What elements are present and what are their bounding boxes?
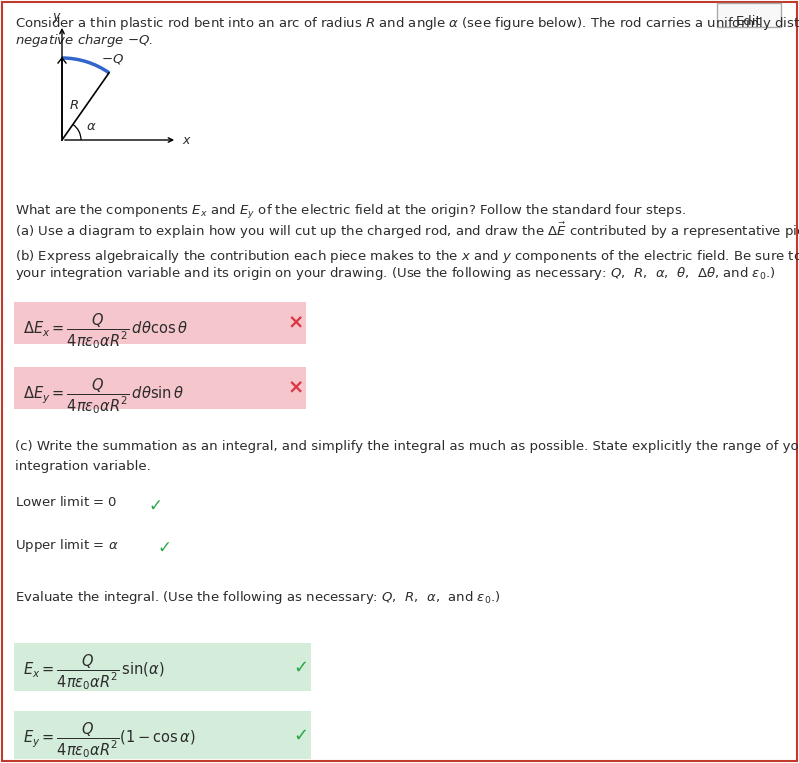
Text: (a) Use a diagram to explain how you will cut up the charged rod, and draw the $: (a) Use a diagram to explain how you wil… bbox=[15, 221, 799, 241]
Text: $x$: $x$ bbox=[182, 134, 192, 146]
Text: $R$: $R$ bbox=[69, 98, 78, 111]
Text: $y$: $y$ bbox=[52, 11, 62, 25]
Text: $-Q$: $-Q$ bbox=[101, 52, 124, 66]
Text: $\checkmark$: $\checkmark$ bbox=[293, 726, 307, 744]
Text: Edit: Edit bbox=[736, 15, 762, 28]
FancyBboxPatch shape bbox=[14, 711, 311, 759]
Text: Consider a thin plastic rod bent into an arc of radius $R$ and angle $\alpha$ (s: Consider a thin plastic rod bent into an… bbox=[15, 15, 799, 32]
FancyBboxPatch shape bbox=[14, 302, 306, 344]
Text: Lower limit = $0$: Lower limit = $0$ bbox=[15, 495, 117, 509]
Text: $E_x = \dfrac{Q}{4\pi\varepsilon_0\alpha R^2}\,\sin(\alpha)$: $E_x = \dfrac{Q}{4\pi\varepsilon_0\alpha… bbox=[23, 652, 165, 692]
Text: What are the components $E_x$ and $E_y$ of the electric field at the origin? Fol: What are the components $E_x$ and $E_y$ … bbox=[15, 203, 686, 221]
Text: (c) Write the summation as an integral, and simplify the integral as much as pos: (c) Write the summation as an integral, … bbox=[15, 440, 799, 453]
Text: $\alpha$: $\alpha$ bbox=[86, 120, 97, 133]
Text: (b) Express algebraically the contribution each piece makes to the $x$ and $y$ c: (b) Express algebraically the contributi… bbox=[15, 248, 799, 265]
Text: $\checkmark$: $\checkmark$ bbox=[148, 496, 161, 514]
Text: $\checkmark$: $\checkmark$ bbox=[293, 658, 307, 676]
Text: integration variable.: integration variable. bbox=[15, 460, 151, 473]
Text: negative charge $-Q$.: negative charge $-Q$. bbox=[15, 32, 153, 49]
FancyBboxPatch shape bbox=[14, 643, 311, 691]
Text: Evaluate the integral. (Use the following as necessary: $Q$,  $R$,  $\alpha$,  a: Evaluate the integral. (Use the followin… bbox=[15, 589, 501, 606]
Text: $E_y = \dfrac{Q}{4\pi\varepsilon_0\alpha R^2}(1 - \cos\alpha)$: $E_y = \dfrac{Q}{4\pi\varepsilon_0\alpha… bbox=[23, 720, 196, 760]
Text: $\mathbf{\times}$: $\mathbf{\times}$ bbox=[287, 314, 303, 333]
Text: $\checkmark$: $\checkmark$ bbox=[157, 538, 170, 556]
FancyBboxPatch shape bbox=[717, 3, 781, 27]
Text: $\Delta E_x = \dfrac{Q}{4\pi\varepsilon_0\alpha R^2}\,d\theta\cos\theta$: $\Delta E_x = \dfrac{Q}{4\pi\varepsilon_… bbox=[23, 311, 188, 351]
Text: Upper limit = $\alpha$: Upper limit = $\alpha$ bbox=[15, 537, 118, 554]
Text: $\mathbf{\times}$: $\mathbf{\times}$ bbox=[287, 378, 303, 398]
FancyBboxPatch shape bbox=[14, 367, 306, 409]
Text: $\Delta E_y = \dfrac{Q}{4\pi\varepsilon_0\alpha R^2}\,d\theta\sin\theta$: $\Delta E_y = \dfrac{Q}{4\pi\varepsilon_… bbox=[23, 376, 184, 416]
Text: your integration variable and its origin on your drawing. (Use the following as : your integration variable and its origin… bbox=[15, 265, 776, 282]
